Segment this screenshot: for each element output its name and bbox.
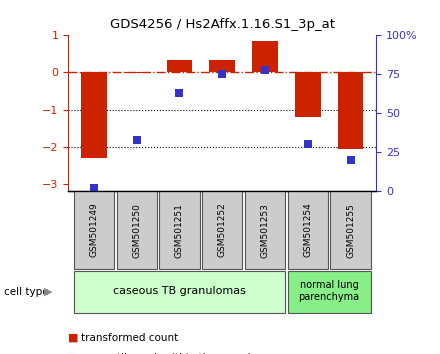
- Bar: [252, 41, 278, 73]
- Point: [90, 185, 97, 191]
- Bar: [330, 191, 370, 269]
- Text: ▶: ▶: [44, 287, 52, 297]
- Text: GSM501253: GSM501253: [260, 202, 269, 258]
- Bar: [81, 73, 106, 158]
- Text: caseous TB granulomas: caseous TB granulomas: [113, 286, 246, 296]
- Point: [347, 157, 354, 163]
- Bar: [245, 191, 285, 269]
- Point: [261, 67, 268, 73]
- Text: ■: ■: [68, 353, 79, 354]
- Text: GSM501251: GSM501251: [175, 202, 184, 258]
- Text: GSM501252: GSM501252: [218, 203, 227, 257]
- Bar: [288, 271, 370, 313]
- Title: GDS4256 / Hs2Affx.1.16.S1_3p_at: GDS4256 / Hs2Affx.1.16.S1_3p_at: [110, 18, 335, 32]
- Point: [176, 90, 183, 96]
- Bar: [117, 191, 157, 269]
- Bar: [159, 191, 199, 269]
- Text: normal lung
parenchyma: normal lung parenchyma: [299, 280, 360, 302]
- Text: GSM501254: GSM501254: [303, 203, 312, 257]
- Text: GSM501250: GSM501250: [132, 202, 141, 258]
- Bar: [338, 73, 363, 149]
- Text: GSM501255: GSM501255: [346, 202, 355, 258]
- Text: GSM501249: GSM501249: [89, 203, 99, 257]
- Text: ■: ■: [68, 333, 79, 343]
- Bar: [209, 59, 235, 73]
- Bar: [74, 191, 114, 269]
- Bar: [288, 191, 328, 269]
- Point: [304, 142, 311, 147]
- Text: percentile rank within the sample: percentile rank within the sample: [81, 353, 257, 354]
- Bar: [202, 191, 242, 269]
- Bar: [295, 73, 321, 117]
- Bar: [167, 59, 192, 73]
- Point: [133, 137, 140, 143]
- Bar: [74, 271, 285, 313]
- Text: cell type: cell type: [4, 287, 49, 297]
- Point: [219, 72, 226, 77]
- Text: transformed count: transformed count: [81, 333, 179, 343]
